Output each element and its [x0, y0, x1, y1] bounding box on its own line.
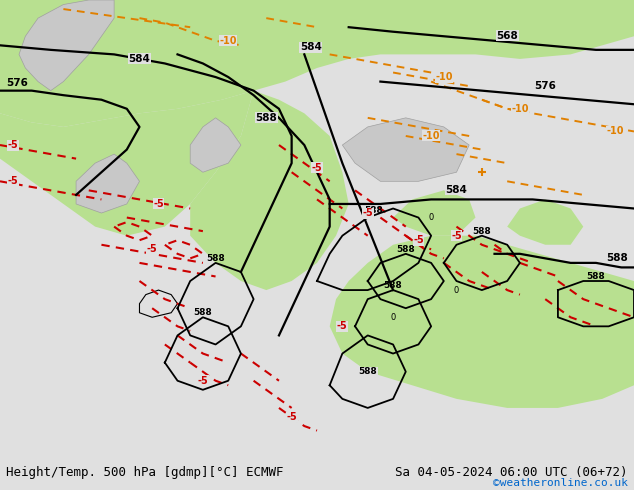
Text: 576: 576 — [534, 81, 556, 91]
Polygon shape — [76, 154, 139, 213]
Text: 584: 584 — [300, 42, 321, 52]
Text: -5: -5 — [312, 163, 322, 172]
Polygon shape — [393, 190, 476, 236]
Text: ©weatheronline.co.uk: ©weatheronline.co.uk — [493, 478, 628, 488]
Text: 588: 588 — [384, 281, 403, 290]
Text: -10: -10 — [219, 36, 237, 46]
Polygon shape — [0, 0, 634, 127]
Text: 588: 588 — [256, 113, 277, 123]
Text: -5: -5 — [198, 376, 208, 386]
Text: 588: 588 — [206, 254, 225, 263]
Text: -5: -5 — [337, 321, 347, 331]
Text: -10: -10 — [422, 131, 440, 141]
Text: 588: 588 — [365, 206, 384, 215]
Polygon shape — [0, 91, 254, 236]
Text: -5: -5 — [287, 412, 297, 422]
Text: 588: 588 — [193, 308, 212, 318]
Polygon shape — [507, 199, 583, 245]
Text: -5: -5 — [451, 231, 462, 241]
Text: 568: 568 — [496, 31, 518, 41]
Text: -5: -5 — [363, 208, 373, 218]
Text: 588: 588 — [586, 272, 605, 281]
Text: 576: 576 — [6, 78, 29, 88]
Text: 584: 584 — [129, 54, 150, 64]
Polygon shape — [342, 118, 469, 181]
Text: -5: -5 — [8, 176, 18, 186]
Polygon shape — [19, 0, 114, 91]
Polygon shape — [190, 118, 241, 172]
Text: 0: 0 — [429, 213, 434, 222]
Text: 0: 0 — [391, 313, 396, 322]
Text: -10: -10 — [435, 72, 453, 82]
Text: Sa 04-05-2024 06:00 UTC (06+72): Sa 04-05-2024 06:00 UTC (06+72) — [395, 466, 628, 479]
Polygon shape — [583, 9, 634, 32]
Text: -10: -10 — [606, 126, 624, 136]
Text: -5: -5 — [153, 199, 164, 209]
Text: -5: -5 — [413, 235, 424, 245]
Text: -5: -5 — [147, 245, 157, 254]
Text: 588: 588 — [606, 253, 628, 263]
Polygon shape — [330, 236, 634, 408]
Text: 588: 588 — [472, 227, 491, 236]
Text: 584: 584 — [446, 185, 467, 195]
Text: Height/Temp. 500 hPa [gdmp][°C] ECMWF: Height/Temp. 500 hPa [gdmp][°C] ECMWF — [6, 466, 284, 479]
Polygon shape — [190, 91, 349, 290]
Text: 588: 588 — [358, 367, 377, 376]
Text: -10: -10 — [511, 104, 529, 114]
Text: -5: -5 — [8, 140, 18, 150]
Text: 0: 0 — [454, 286, 459, 294]
Text: 588: 588 — [396, 245, 415, 254]
